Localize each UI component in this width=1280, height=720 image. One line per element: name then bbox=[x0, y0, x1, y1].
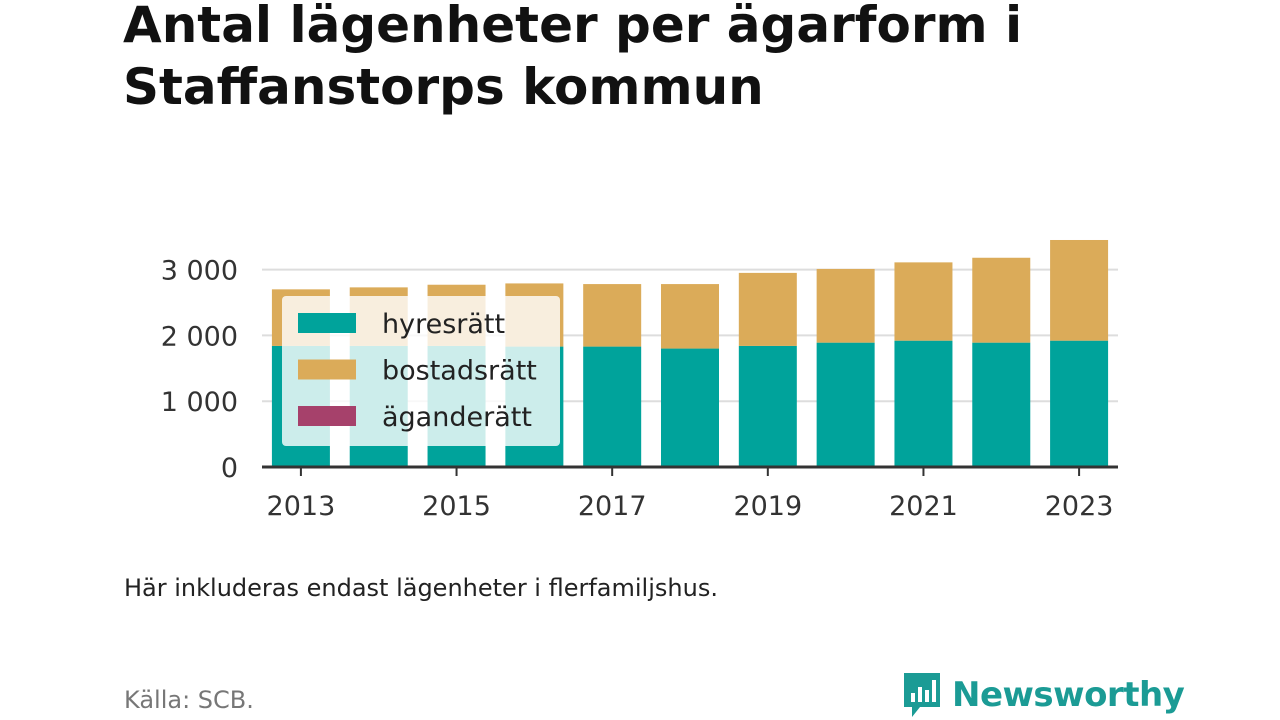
y-tick-label: 1 000 bbox=[161, 387, 238, 418]
bar-hyresrätt-2020 bbox=[816, 342, 875, 467]
y-axis-ticks: 0 1 000 2 000 3 000 bbox=[161, 256, 238, 484]
bar-hyresrätt-2022 bbox=[972, 342, 1031, 467]
bar-hyresrätt-2023 bbox=[1050, 340, 1109, 467]
legend: hyresrätt bostadsrätt äganderätt bbox=[282, 296, 560, 446]
legend-swatch bbox=[298, 406, 356, 426]
x-tick-label: 2023 bbox=[1045, 491, 1114, 522]
bar-bostadsrätt-2022 bbox=[972, 257, 1031, 343]
source-text: Källa: SCB. bbox=[124, 686, 254, 714]
bar-bostadsrätt-2019 bbox=[738, 272, 797, 346]
brand-name: Newsworthy bbox=[952, 675, 1185, 715]
chart-bubble-icon bbox=[904, 673, 940, 717]
x-tick-label: 2019 bbox=[733, 491, 802, 522]
legend-label: hyresrätt bbox=[382, 309, 505, 340]
bar-hyresrätt-2018 bbox=[661, 348, 719, 467]
x-tick-label: 2021 bbox=[889, 491, 958, 522]
bar-hyresrätt-2017 bbox=[583, 346, 642, 467]
y-tick-label: 2 000 bbox=[161, 321, 238, 352]
x-tick-label: 2013 bbox=[267, 491, 336, 522]
legend-swatch bbox=[298, 313, 356, 333]
legend-swatch bbox=[298, 359, 356, 380]
bar-bostadsrätt-2023 bbox=[1050, 239, 1109, 341]
x-tick-label: 2017 bbox=[578, 491, 647, 522]
legend-label: äganderätt bbox=[382, 402, 532, 433]
brand-logo: Newsworthy bbox=[902, 670, 1185, 720]
y-tick-label: 3 000 bbox=[161, 256, 238, 287]
legend-label: bostadsrätt bbox=[382, 356, 537, 387]
bar-bostadsrätt-2021 bbox=[894, 262, 953, 341]
x-axis-ticks: 2013 2015 2017 2019 2021 2023 bbox=[267, 467, 1114, 522]
bar-bostadsrätt-2017 bbox=[583, 284, 642, 347]
bar-bostadsrätt-2018 bbox=[661, 284, 719, 349]
y-tick-label: 0 bbox=[221, 453, 238, 484]
bar-bostadsrätt-2020 bbox=[816, 268, 875, 343]
bar-hyresrätt-2021 bbox=[894, 340, 953, 467]
x-tick-label: 2015 bbox=[422, 491, 491, 522]
chart-note: Här inkluderas endast lägenheter i flerf… bbox=[124, 574, 718, 602]
bar-hyresrätt-2019 bbox=[738, 345, 797, 467]
chart-title: Antal lägenheter per ägarform i Staffans… bbox=[123, 0, 1023, 116]
